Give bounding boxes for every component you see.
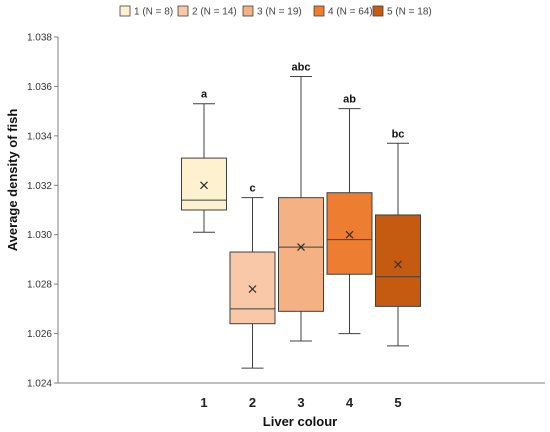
box-group-3: abc: [278, 62, 324, 342]
box-group-2: c: [229, 183, 276, 369]
x-tick-label: 5: [394, 395, 401, 410]
box-iqr: [326, 192, 373, 275]
x-tick-label: 1: [200, 395, 207, 410]
x-axis-title: Liver colour: [263, 414, 337, 429]
box-iqr: [375, 214, 421, 307]
significance-label: c: [249, 183, 255, 195]
mean-marker: [394, 260, 402, 269]
mean-marker-stroke: [248, 285, 257, 294]
mean-marker-stroke: [394, 260, 402, 269]
legend: 1 (N = 8) 2 (N = 14) 3 (N = 19) 4 (N = 64) 5…: [119, 5, 432, 18]
legend-swatch: [177, 5, 189, 17]
significance-label: abc: [292, 62, 311, 74]
boxes: a c abc ab bc: [181, 62, 421, 369]
legend-label: 3 (N = 19): [257, 7, 302, 18]
box-iqr: [229, 251, 276, 325]
legend-item-5: 5 (N = 18): [372, 5, 432, 18]
y-tick-label: 1.032: [27, 181, 52, 192]
axes: [57, 37, 545, 384]
legend-swatch: [242, 5, 254, 17]
legend-label: 1 (N = 8): [134, 7, 173, 18]
y-tick-label: 1.036: [27, 82, 52, 93]
mean-marker: [345, 230, 354, 239]
y-axis-title: Average density of fish: [5, 109, 20, 252]
legend-swatch: [372, 5, 384, 17]
x-tick-label: 3: [297, 395, 304, 410]
box-group-4: ab: [326, 94, 373, 335]
x-axis-ticks: 1 2 3 4 5: [200, 395, 401, 410]
legend-item-2: 2 (N = 14): [177, 5, 237, 18]
y-axis-ticks: 1.024 1.026 1.028 1.030 1.032 1.034 1.036 1.038: [27, 33, 58, 390]
box-iqr: [278, 197, 324, 312]
y-tick-label: 1.026: [27, 329, 52, 340]
box-group-1: a: [181, 89, 227, 233]
mean-marker: [297, 243, 305, 251]
mean-marker-stroke: [345, 230, 354, 239]
box-group-5: bc: [375, 128, 421, 347]
y-tick-label: 1.024: [27, 379, 52, 390]
significance-label: ab: [343, 94, 356, 106]
legend-label: 5 (N = 18): [387, 7, 432, 18]
significance-label: bc: [392, 128, 405, 140]
legend-item-3: 3 (N = 19): [242, 5, 302, 18]
y-tick-label: 1.038: [27, 33, 52, 44]
legend-swatch: [119, 5, 131, 17]
legend-item-1: 1 (N = 8): [119, 5, 173, 18]
y-tick-label: 1.028: [27, 280, 52, 291]
legend-swatch: [313, 5, 325, 17]
x-tick-label: 4: [346, 395, 354, 410]
y-tick-label: 1.030: [27, 230, 52, 241]
box-iqr: [181, 157, 227, 211]
mean-marker: [248, 285, 257, 294]
legend-label: 2 (N = 14): [192, 7, 237, 18]
mean-marker-stroke: [200, 181, 208, 190]
mean-marker: [200, 181, 208, 190]
mean-marker-stroke: [297, 243, 305, 251]
x-tick-label: 2: [249, 395, 256, 410]
y-tick-label: 1.034: [27, 131, 52, 142]
legend-label: 4 (N = 64): [328, 7, 373, 18]
legend-item-4: 4 (N = 64): [313, 5, 373, 18]
significance-label: a: [201, 89, 208, 101]
